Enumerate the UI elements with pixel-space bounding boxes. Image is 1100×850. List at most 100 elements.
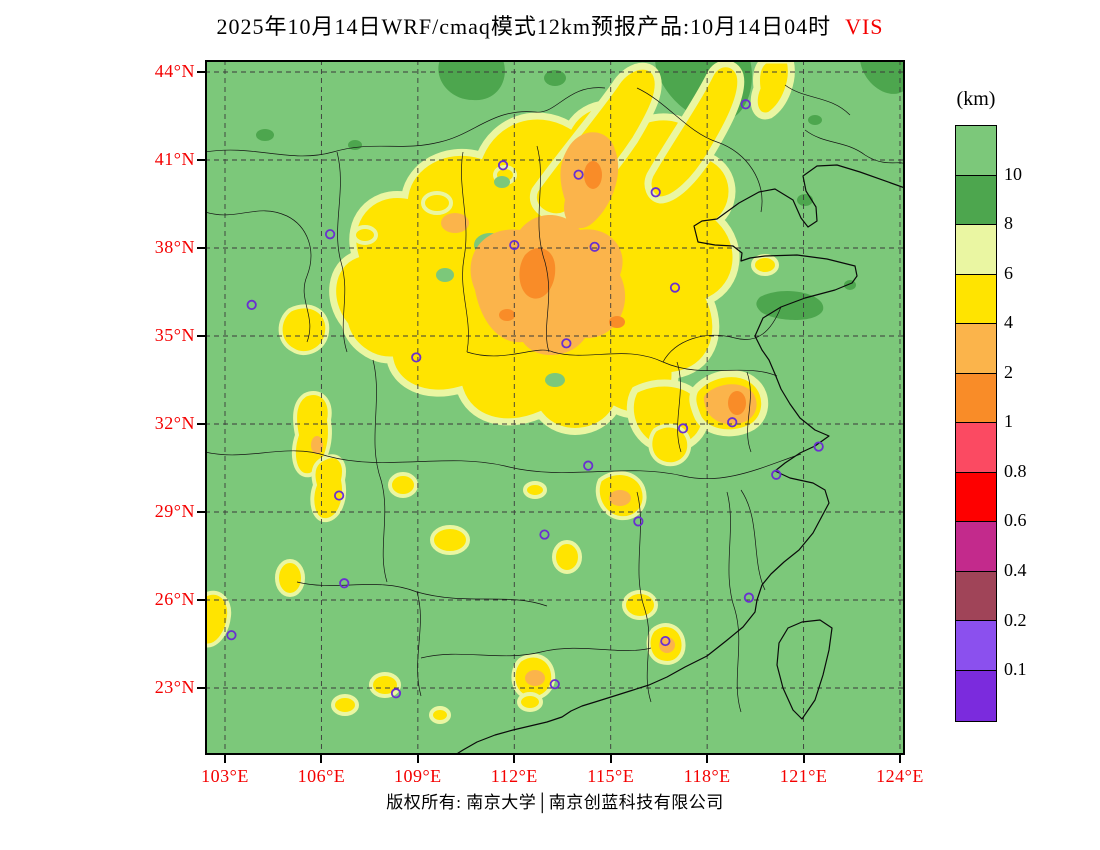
visibility-region — [291, 391, 332, 478]
map-plot — [205, 60, 905, 755]
gridline-layer — [205, 60, 905, 755]
city-marker — [727, 417, 738, 428]
axis-tick — [416, 755, 419, 763]
visibility-region — [552, 540, 582, 574]
visibility-region — [860, 60, 905, 94]
visibility-region — [348, 140, 362, 150]
province-boundary — [461, 151, 469, 353]
city-marker-layer — [226, 99, 824, 699]
province-boundary — [336, 151, 348, 353]
lon-tick-label: 106°E — [297, 766, 346, 786]
visibility-fill-layer — [205, 60, 905, 755]
city-marker — [390, 688, 402, 699]
province-boundary — [536, 145, 550, 353]
visibility-region — [310, 454, 346, 523]
lat-tick-label: 32°N — [154, 412, 195, 433]
lon-tick-label: 109°E — [393, 766, 442, 786]
visibility-region — [331, 694, 359, 716]
visibility-region — [544, 70, 566, 86]
city-marker — [677, 423, 689, 434]
lat-tick-label: 38°N — [154, 236, 195, 257]
axis-tick — [197, 598, 205, 601]
axis-tick — [706, 755, 709, 763]
colorbar-segment — [956, 126, 996, 176]
colorbar-segment — [956, 225, 996, 275]
city-marker — [660, 635, 671, 647]
lon-tick-label: 124°E — [876, 766, 924, 786]
visibility-region — [545, 373, 565, 387]
city-marker — [246, 299, 257, 311]
city-marker — [633, 516, 644, 527]
colorbar-segment — [956, 373, 996, 424]
axis-tick — [224, 755, 226, 763]
province-boundary — [636, 491, 652, 703]
axis-tick — [802, 755, 805, 763]
lon-tick-label: 112°E — [490, 766, 538, 786]
colorbar-tick-label: 0.8 — [1004, 460, 1027, 481]
visibility-region — [525, 670, 545, 686]
province-boundary — [372, 359, 388, 583]
visibility-region — [256, 129, 274, 141]
map-canvas — [205, 60, 905, 755]
province-boundary — [804, 129, 905, 165]
city-marker — [650, 187, 661, 198]
city-marker — [740, 99, 751, 110]
coastline — [454, 164, 905, 755]
axis-tick — [197, 422, 205, 425]
visibility-region — [519, 247, 556, 299]
visibility-region — [648, 423, 692, 467]
colorbar-segment — [956, 423, 996, 473]
visibility-region — [430, 525, 470, 555]
visibility-region — [750, 60, 795, 120]
city-marker — [325, 229, 336, 240]
city-marker — [334, 490, 345, 501]
visibility-region — [499, 309, 515, 321]
axis-tick — [197, 510, 205, 513]
colorbar-tick-label: 8 — [1004, 213, 1013, 234]
province-boundary — [726, 491, 742, 713]
colorbar-segment — [956, 621, 996, 672]
visibility-region — [609, 490, 631, 506]
city-marker — [813, 441, 824, 452]
province-boundary — [676, 361, 682, 453]
lat-tick-label: 41°N — [154, 148, 195, 169]
page-title: 2025年10月14日WRF/cmaq模式12km预报产品:10月14日04时 V… — [0, 9, 1100, 41]
city-marker — [539, 529, 550, 540]
city-marker — [509, 239, 520, 251]
province-boundary — [784, 84, 851, 116]
lon-tick-label: 121°E — [779, 766, 828, 786]
visibility-region — [523, 481, 547, 499]
colorbar-tick-label: 1 — [1004, 411, 1013, 432]
colorbar-tick-label: 2 — [1004, 361, 1013, 382]
taiwan-outline — [776, 619, 833, 720]
map-border — [205, 60, 905, 755]
province-boundary — [205, 87, 606, 157]
axis-tick — [609, 755, 612, 763]
axis-tick — [513, 755, 516, 763]
colorbar-tick-label: 6 — [1004, 262, 1013, 283]
title-vis-label: VIS — [845, 14, 884, 39]
city-marker — [583, 460, 594, 471]
colorbar-segment — [956, 472, 996, 523]
city-marker — [561, 338, 572, 349]
visibility-region — [369, 672, 401, 698]
lat-tick-label: 35°N — [154, 324, 195, 345]
visibility-region — [622, 590, 658, 620]
copyright-text: 版权所有: 南京大学│南京创蓝科技有限公司 — [386, 793, 724, 812]
lon-tick-label: 103°E — [201, 766, 249, 786]
city-marker — [743, 592, 755, 603]
province-boundary — [205, 210, 312, 343]
colorbar-tick-label: 0.4 — [1004, 559, 1027, 580]
visibility-region — [751, 254, 779, 276]
colorbar-segment — [956, 175, 996, 226]
axis-tick — [197, 246, 205, 249]
visibility-region — [429, 706, 451, 724]
city-marker — [771, 469, 782, 480]
colorbar-segment — [956, 274, 996, 325]
visibility-region — [644, 60, 745, 204]
province-boundary — [636, 87, 763, 213]
lat-tick-label: 44°N — [154, 61, 195, 81]
axis-tick — [197, 158, 205, 161]
colorbar-segment — [956, 324, 996, 374]
